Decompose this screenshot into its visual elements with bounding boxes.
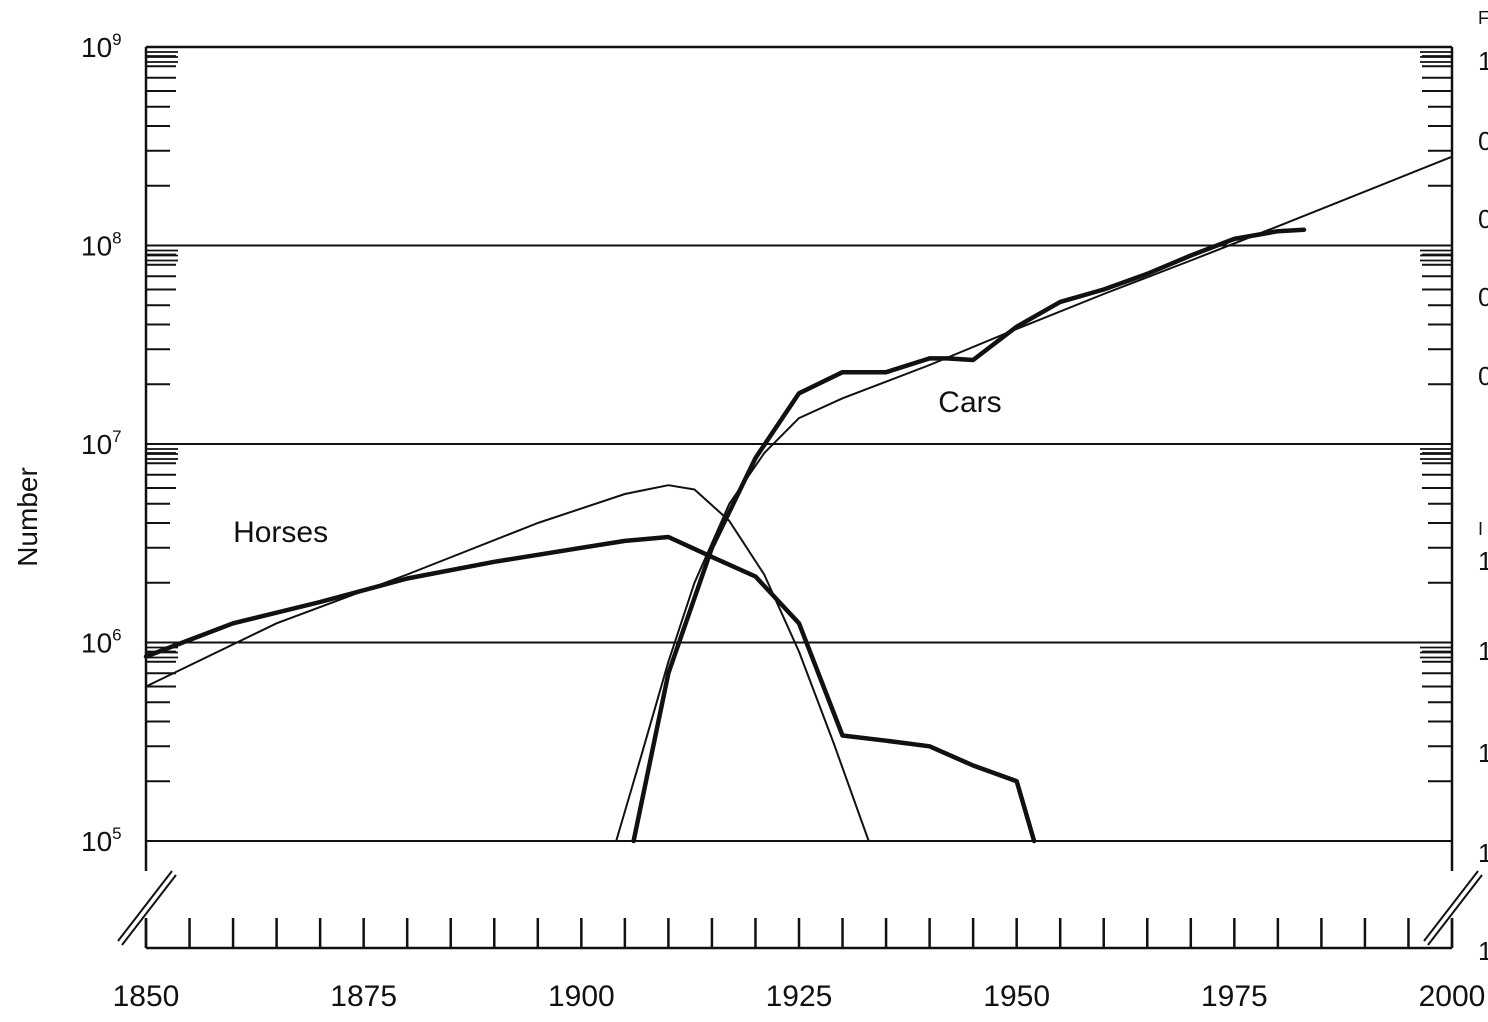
- right-edge-label: I: [1478, 519, 1483, 539]
- grid: [146, 45, 1452, 842]
- series-horses-logistic-fit: [145, 484, 870, 842]
- x-tick-label: 2000: [1419, 980, 1486, 1013]
- right-edge-label: 1: [1478, 838, 1488, 868]
- right-edge-label: 1: [1478, 46, 1488, 76]
- axis-break-mark: [121, 874, 177, 946]
- right-edge-label: 1: [1478, 738, 1488, 768]
- y-tick-label: 109: [81, 30, 122, 63]
- minor-ticks: [146, 51, 1452, 783]
- right-edge-label: 1: [1478, 636, 1488, 666]
- axis-break-mark: [1423, 870, 1479, 942]
- x-tick-label: 1900: [548, 980, 615, 1013]
- right-edge-label: 1: [1478, 546, 1488, 576]
- x-tick-label: 1850: [113, 980, 180, 1013]
- right-edge-label: 1: [1478, 936, 1488, 966]
- series-horses: [143, 534, 1037, 844]
- x-ticks: 1850 1875 1900 1925 1950 1975 2000: [113, 918, 1486, 1013]
- y-tick-label: 105: [81, 824, 122, 857]
- y-tick-label: 106: [81, 626, 122, 659]
- y-axis-label: Number: [12, 467, 43, 567]
- x-tick-label: 1925: [766, 980, 833, 1013]
- series-cars-logistic-fit: [615, 155, 1453, 842]
- right-edge-label: 0: [1478, 282, 1488, 312]
- annotation-horses: Horses: [233, 516, 328, 549]
- plot-frame: [117, 47, 1483, 950]
- series-cars: [631, 227, 1307, 844]
- right-edge-label: 0: [1478, 126, 1488, 156]
- axis-break-mark: [1427, 874, 1483, 946]
- right-edge-label: 0: [1478, 204, 1488, 234]
- right-edge-label: F: [1478, 8, 1488, 28]
- axis-break-mark: [117, 870, 173, 942]
- y-tick-label: 107: [81, 427, 122, 460]
- x-tick-label: 1975: [1201, 980, 1268, 1013]
- labels: 109 108 107 106 105 Horses Cars F 1 0 0 0 0 I 1 1 1 1 1: [81, 8, 1488, 966]
- series-lines: [143, 155, 1453, 844]
- x-tick-label: 1875: [330, 980, 397, 1013]
- annotation-cars: Cars: [938, 386, 1001, 419]
- y-tick-label: 108: [81, 229, 122, 262]
- right-edge-label: 0: [1478, 361, 1488, 391]
- x-tick-label: 1950: [983, 980, 1050, 1013]
